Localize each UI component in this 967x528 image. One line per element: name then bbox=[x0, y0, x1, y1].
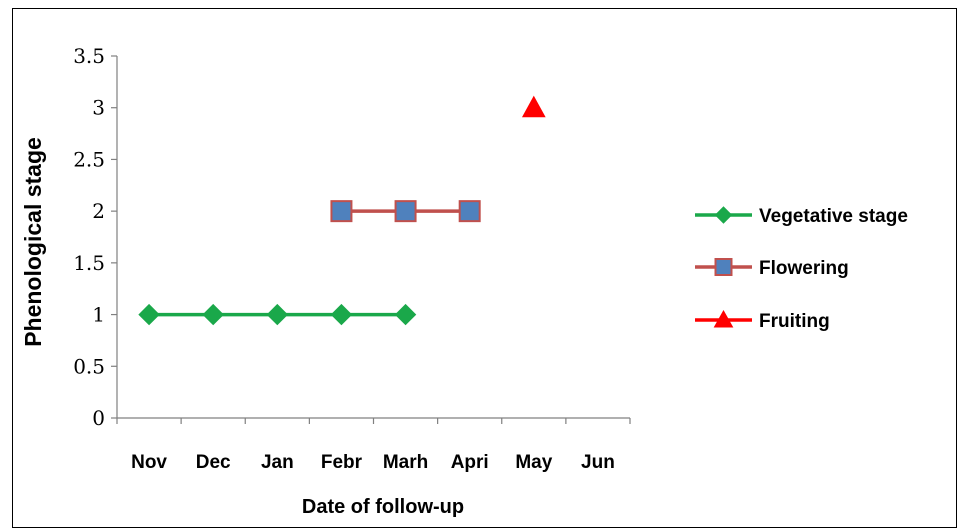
legend-label: Fruiting bbox=[759, 311, 830, 332]
data-point bbox=[202, 303, 224, 326]
y-tick-label: 1 bbox=[92, 303, 105, 327]
legend-marker bbox=[714, 206, 733, 224]
data-point bbox=[330, 303, 353, 326]
data-point bbox=[521, 95, 546, 118]
axes bbox=[116, 56, 630, 419]
x-tick-label: Dec bbox=[196, 452, 231, 473]
legend-item: Vegetative stage bbox=[695, 206, 908, 227]
y-tick-label: 3 bbox=[92, 96, 105, 120]
legend-label: Vegetative stage bbox=[759, 206, 908, 227]
x-tick-label: Marh bbox=[383, 452, 428, 473]
y-tick-label: 2 bbox=[92, 199, 105, 223]
y-tick-label: 2.5 bbox=[73, 147, 105, 171]
y-axis-title: Phenological stage bbox=[20, 137, 46, 347]
legend-marker bbox=[713, 309, 734, 328]
legend-marker bbox=[714, 258, 733, 276]
series-flowering bbox=[330, 200, 481, 223]
x-tick-label: Febr bbox=[321, 452, 363, 473]
legend: Vegetative stage Flowering Fruiting bbox=[695, 206, 908, 332]
series-fruiting bbox=[521, 95, 546, 118]
data-point bbox=[458, 200, 481, 223]
data-point bbox=[394, 200, 417, 223]
legend-item: Flowering bbox=[695, 258, 849, 279]
x-ticks: Nov Dec Jan Febr Marh Apri May Jun bbox=[116, 418, 631, 473]
legend-label: Flowering bbox=[759, 258, 849, 279]
chart-frame bbox=[12, 8, 957, 528]
y-tick-label: 0.5 bbox=[73, 354, 105, 378]
x-axis-title: Date of follow-up bbox=[302, 496, 464, 518]
legend-item: Fruiting bbox=[695, 309, 830, 332]
y-ticks: 0 0.5 1 1.5 2 2.5 3 3.5 bbox=[73, 44, 117, 430]
y-tick-label: 0 bbox=[92, 406, 105, 430]
series-layer bbox=[138, 95, 546, 326]
data-point bbox=[138, 303, 160, 326]
data-point bbox=[330, 200, 353, 223]
y-tick-label: 3.5 bbox=[73, 44, 105, 68]
x-tick-label: Jan bbox=[261, 452, 294, 473]
series-vegetative-stage bbox=[138, 303, 417, 326]
x-tick-label: Apri bbox=[451, 452, 489, 473]
data-point bbox=[394, 303, 417, 326]
y-tick-label: 1.5 bbox=[73, 251, 105, 275]
data-point bbox=[266, 303, 289, 326]
x-tick-label: Jun bbox=[581, 452, 615, 473]
x-tick-label: Nov bbox=[131, 452, 167, 473]
x-tick-label: May bbox=[515, 452, 552, 473]
